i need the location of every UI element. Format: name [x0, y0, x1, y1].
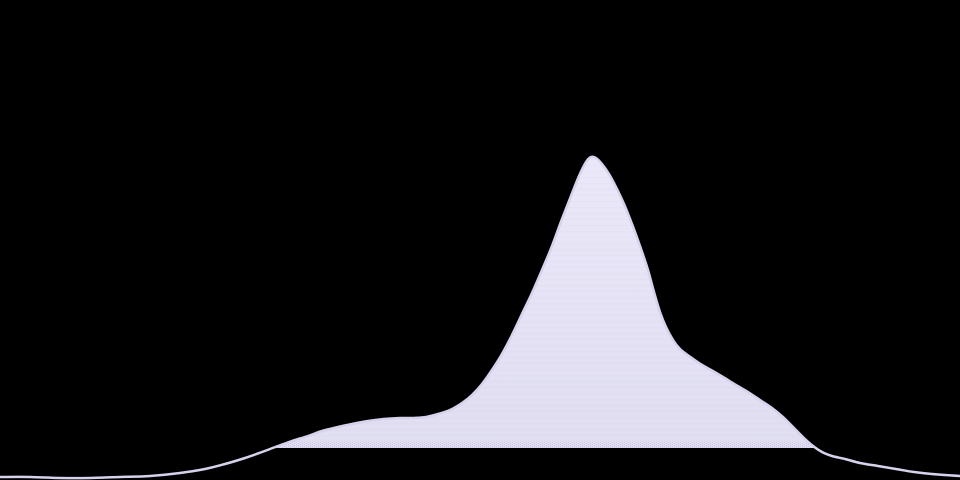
area-bottom-dither-band — [0, 442, 960, 448]
density-curve-line — [0, 155, 960, 480]
